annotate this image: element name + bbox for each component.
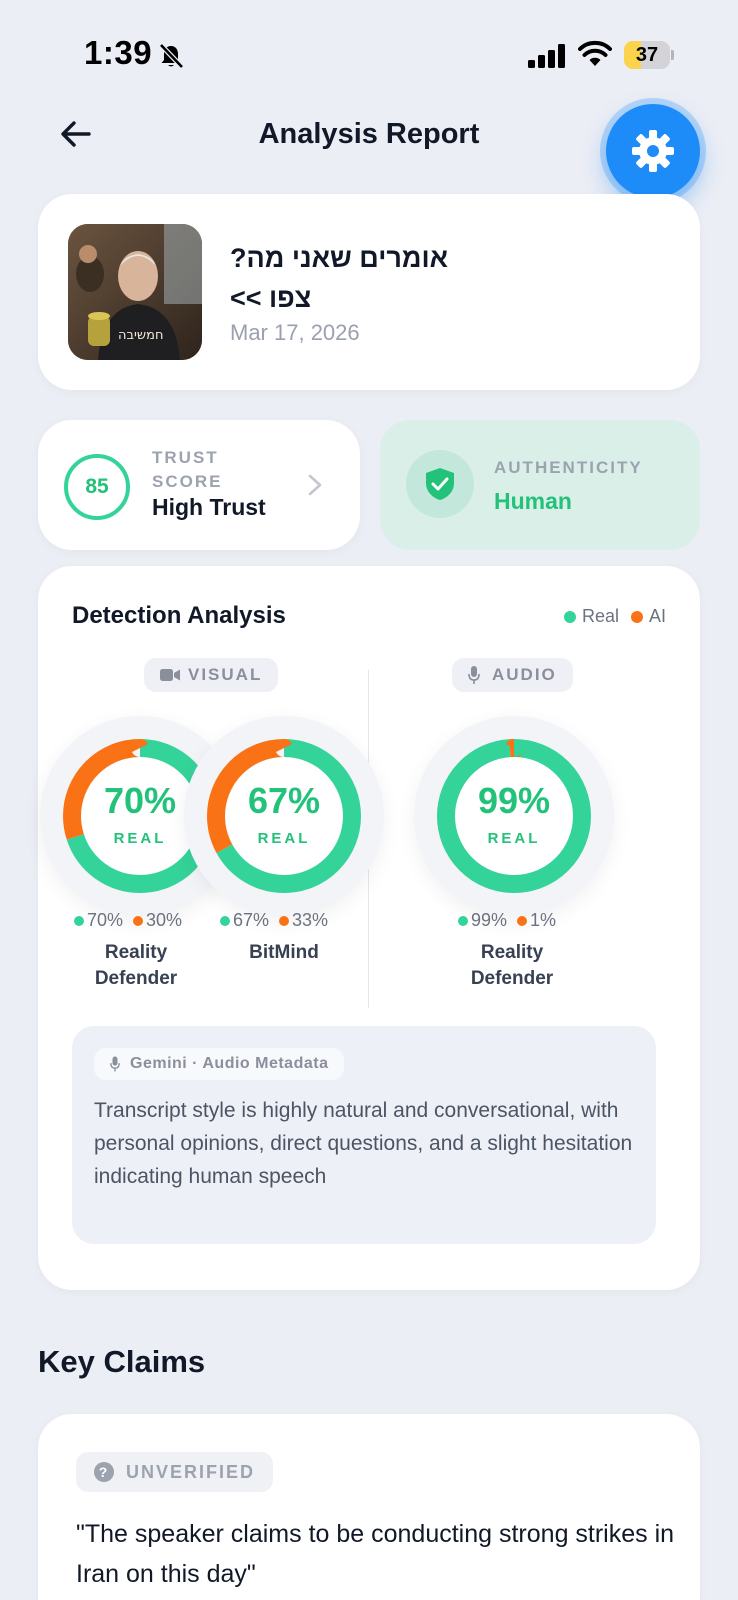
authenticity-card: AUTHENTICITY Human xyxy=(380,420,700,550)
donut-chart-svg xyxy=(207,739,361,893)
trust-score-value: High Trust xyxy=(152,494,266,520)
detection-title: Detection Analysis xyxy=(72,602,286,629)
engine-name-reality-defender-visual: Reality Defender xyxy=(76,940,196,992)
donut-reality-defender-visual: 70% REAL xyxy=(40,716,240,916)
trust-score-label: TRUST SCORE xyxy=(152,448,223,491)
engine-name-line-2: Defender xyxy=(94,968,178,989)
ai-share: 30% xyxy=(146,910,183,930)
claim-status-label: UNVERIFIED xyxy=(126,1461,256,1482)
donut-real-label: REAL xyxy=(113,830,167,847)
arrow-left-icon xyxy=(61,121,91,147)
audio-section-pill: AUDIO xyxy=(452,658,573,692)
ai-share: 33% xyxy=(292,910,329,930)
visual-section-pill: VISUAL xyxy=(144,658,279,692)
claim-card[interactable]: ? UNVERIFIED "The speaker claims to be c… xyxy=(38,1414,700,1600)
donut-real-label: REAL xyxy=(487,830,541,847)
donut-inner xyxy=(225,757,343,875)
engine-name-line-1: BitMind xyxy=(249,942,319,963)
video-camera-icon xyxy=(160,669,180,681)
donut-ai-segment xyxy=(437,739,591,893)
legend-real-label: Real xyxy=(581,606,619,626)
engine-name-line-1: Reality xyxy=(104,942,168,963)
donut-ai-segment xyxy=(63,739,217,893)
authenticity-label: AUTHENTICITY xyxy=(494,458,643,477)
authenticity-icon-wrap xyxy=(406,450,474,518)
legend-ai-dot xyxy=(630,610,643,623)
gemini-pill: Gemini · Audio Metadata xyxy=(94,1048,345,1080)
donut-reality-defender-audio: 99% REAL xyxy=(414,716,614,916)
media-date: Mar 17, 2026 xyxy=(230,320,360,345)
thumbnail-caption: חמשיבה xyxy=(118,328,164,343)
donut-chart-svg xyxy=(63,739,217,893)
legend-real: Real xyxy=(563,606,619,627)
donut-inner xyxy=(81,757,199,875)
media-title-line-1: אומרים שאני מה? xyxy=(230,243,449,273)
real-share: 67% xyxy=(233,910,270,930)
legend-real-dot xyxy=(563,610,576,623)
back-button[interactable] xyxy=(56,114,96,154)
svg-text:?: ? xyxy=(99,1464,110,1480)
question-circle-icon: ? xyxy=(94,1462,114,1482)
engine-name-bitmind: BitMind xyxy=(224,940,344,966)
battery-icon: 37 xyxy=(624,41,674,69)
claim-status-badge: ? UNVERIFIED xyxy=(76,1452,274,1492)
microphone-icon xyxy=(110,1056,120,1072)
legend: Real AI xyxy=(552,606,666,627)
donut-percent: 67% xyxy=(247,780,321,821)
battery-cap xyxy=(671,50,674,60)
video-thumbnail[interactable]: חמשיבה xyxy=(68,224,202,360)
settings-button[interactable] xyxy=(606,104,700,198)
trust-score-ring: 85 xyxy=(64,454,130,520)
legend-ai-label: AI xyxy=(648,606,666,626)
battery-fill xyxy=(624,41,642,69)
key-claims-title: Key Claims xyxy=(38,1344,206,1379)
media-title: אומרים שאני מה? צפו >> xyxy=(230,238,630,318)
audio-section-label: AUDIO xyxy=(492,665,557,684)
gemini-text: Transcript style is highly natural and c… xyxy=(94,1099,633,1188)
thumbnail-image xyxy=(68,224,202,360)
donut-percent: 70% xyxy=(103,780,177,821)
engine-name-line-1: Reality xyxy=(480,942,544,963)
bell-slash-icon xyxy=(159,43,184,69)
wifi-icon xyxy=(578,40,612,66)
detection-analysis-card: Detection Analysis Real AI VISUAL AUDIO … xyxy=(38,566,700,1290)
battery-level: 37 xyxy=(635,44,659,66)
media-card[interactable]: חמשיבה אומרים שאני מה? צפו >> Mar 17, 20… xyxy=(38,194,700,390)
gemini-audio-metadata-box: Gemini · Audio Metadata Transcript style… xyxy=(72,1026,656,1244)
ai-share: 1% xyxy=(530,910,557,930)
legend-ai: AI xyxy=(630,606,666,627)
visual-section-label: VISUAL xyxy=(188,665,263,684)
gear-icon xyxy=(632,130,674,172)
status-bar: 1:39 37 xyxy=(0,0,738,110)
chevron-right-icon xyxy=(308,474,322,496)
donut-real-label: REAL xyxy=(257,830,311,847)
trust-score-card[interactable]: 85 TRUST SCORE High Trust xyxy=(38,420,360,550)
battery-body: 37 xyxy=(624,41,670,69)
donut-percent: 99% xyxy=(477,780,551,821)
split-reality-defender-visual: 70% 30% xyxy=(74,910,192,931)
claim-text: "The speaker claims to be conducting str… xyxy=(76,1520,675,1588)
real-share: 70% xyxy=(87,910,124,930)
engine-name-line-2: Defender xyxy=(470,968,554,989)
real-share: 99% xyxy=(471,910,508,930)
split-reality-defender-audio: 99% 1% xyxy=(458,910,566,931)
donut-ai-segment xyxy=(207,739,361,893)
authenticity-value: Human xyxy=(494,488,572,514)
page-title: Analysis Report xyxy=(258,118,480,150)
signal-icon xyxy=(528,44,565,68)
gemini-label: Gemini · Audio Metadata xyxy=(130,1055,329,1072)
status-time: 1:39 xyxy=(84,34,153,71)
shield-check-icon xyxy=(426,468,454,500)
donut-inner xyxy=(455,757,573,875)
donut-chart-svg xyxy=(437,739,591,893)
media-title-line-2: צפו >> xyxy=(230,283,312,313)
engine-name-reality-defender-audio: Reality Defender xyxy=(452,940,572,992)
donut-bitmind-visual: 67% REAL xyxy=(184,716,384,916)
split-bitmind-visual: 67% 33% xyxy=(220,910,338,931)
microphone-icon xyxy=(468,666,480,684)
